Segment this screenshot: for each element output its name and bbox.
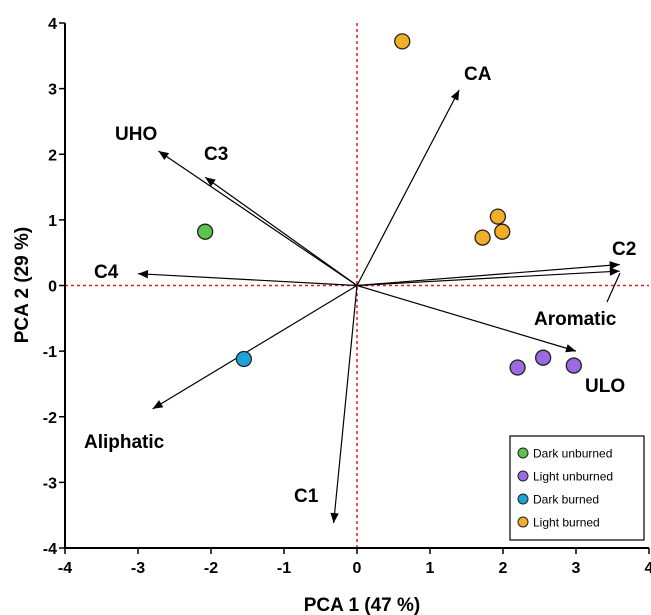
loading-labels: CA UHO C3 C4 C2 Aromatic ULO Aliphatic C1 (84, 64, 636, 507)
loading-label-c3: C3 (204, 144, 228, 165)
loading-label-c4: C4 (94, 262, 119, 283)
y-axis-ticks: 4 3 2 1 0 -1 -2 -3 -4 (43, 16, 65, 558)
loading-arrow-c2 (356, 261, 620, 287)
y-tick-label: 4 (48, 16, 57, 33)
loading-label-c2: C2 (612, 239, 636, 260)
loading-label-ca: CA (464, 64, 492, 85)
legend-box (509, 435, 645, 541)
loading-arrow-uho (158, 150, 358, 286)
y-tick-label: -3 (43, 475, 57, 492)
legend: Dark unburned Light unburned Dark burned Li… (509, 435, 645, 541)
legend-item: Light unburned (517, 470, 613, 484)
y-tick-label: -1 (43, 344, 57, 361)
y-tick-label: 1 (48, 213, 57, 230)
x-axis-ticks: -4 -3 -2 -1 0 1 2 3 4 (58, 548, 651, 577)
legend-label: Light unburned (533, 470, 613, 484)
x-axis-title: PCA 1 (47 %) (304, 595, 421, 615)
legend-marker (517, 447, 529, 459)
score-point-light-burned (494, 223, 511, 240)
x-tick-label: 4 (645, 560, 651, 577)
x-tick-label: 2 (499, 560, 508, 577)
x-tick-label: -2 (204, 560, 218, 577)
score-point-dark-burned (235, 350, 253, 368)
loading-label-ulo: ULO (585, 376, 625, 397)
y-tick-label: -2 (43, 410, 57, 427)
y-tick-label: -4 (43, 541, 57, 558)
loading-label-c1: C1 (294, 486, 319, 507)
legend-marker (517, 516, 529, 528)
y-axis-title: PCA 2 (29 %) (12, 227, 33, 344)
legend-item: Dark unburned (517, 447, 612, 461)
score-point-light-unburned (535, 349, 552, 366)
x-tick-label: 1 (426, 560, 435, 577)
loading-vectors (137, 89, 620, 524)
y-tick-label: 3 (48, 82, 57, 99)
loading-label-uho: UHO (115, 124, 157, 145)
loading-arrow-aliphatic (152, 284, 358, 410)
loading-arrow-ulo (356, 284, 577, 353)
x-tick-label: 0 (353, 560, 362, 577)
x-tick-label: -4 (58, 560, 72, 577)
reference-lines (65, 23, 649, 548)
y-tick-label: 2 (48, 147, 57, 164)
legend-label: Dark burned (533, 493, 599, 507)
score-point-light-burned (394, 33, 411, 50)
legend-item: Light burned (517, 516, 600, 530)
score-points (197, 33, 582, 376)
score-point-light-unburned (565, 357, 582, 374)
loading-arrow-aromatic (356, 267, 620, 287)
score-point-light-burned (489, 208, 507, 225)
legend-marker (517, 493, 529, 505)
y-tick-label: 0 (48, 279, 57, 296)
score-point-light-burned (474, 229, 491, 246)
loading-arrow-ca (356, 89, 460, 286)
loading-label-aliphatic: Aliphatic (84, 432, 165, 453)
legend-item: Dark burned (517, 493, 599, 507)
legend-label: Dark unburned (533, 447, 612, 461)
aromatic-leader-line (606, 272, 621, 303)
x-tick-label: -1 (277, 560, 291, 577)
loading-arrow-c1 (330, 285, 358, 524)
loading-arrow-c3 (204, 176, 358, 286)
x-tick-label: 3 (572, 560, 581, 577)
score-point-dark-unburned (197, 223, 214, 240)
loading-arrow-c4 (137, 270, 358, 287)
legend-marker (517, 470, 529, 482)
score-point-light-unburned (509, 359, 526, 376)
x-tick-label: -3 (131, 560, 145, 577)
loading-label-aromatic: Aromatic (534, 309, 617, 330)
legend-label: Light burned (533, 516, 600, 530)
